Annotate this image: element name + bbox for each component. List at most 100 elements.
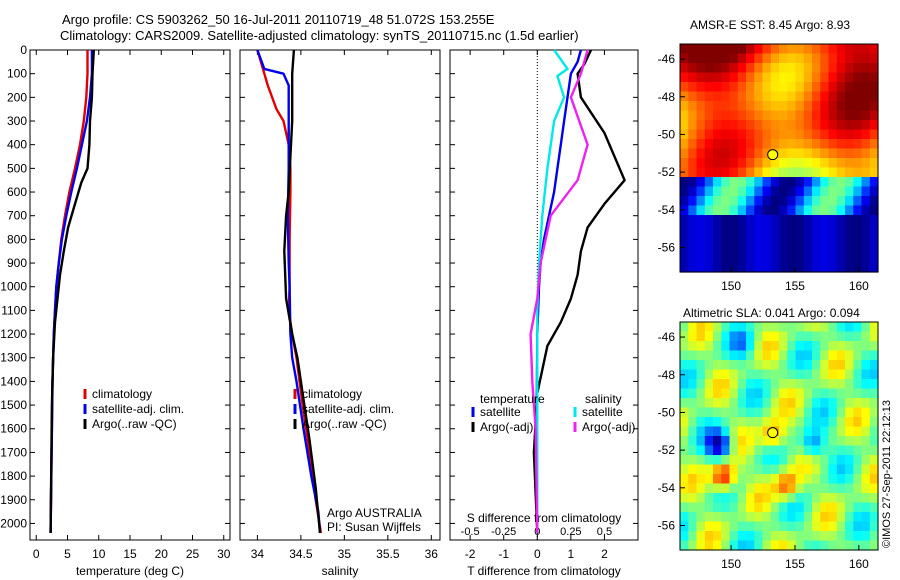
- sst-map-cell: [820, 177, 830, 188]
- sla-map-cell: [861, 540, 871, 551]
- sla-map-cell: [836, 445, 846, 456]
- sst-map-cell: [713, 129, 722, 140]
- sst-map-cell: [853, 101, 863, 112]
- sst-map-cell: [754, 53, 764, 64]
- sst-map-cell: [787, 253, 797, 264]
- sla-map-cell: [812, 407, 821, 418]
- sla-map-ytick-label: -52: [658, 443, 676, 457]
- sla-map-cell: [737, 531, 747, 542]
- sst-map-cell: [770, 224, 780, 235]
- sla-map-cell: [762, 531, 772, 542]
- sla-map-cell: [779, 502, 788, 513]
- sla-map-cell: [820, 502, 830, 513]
- sla-map-cell: [861, 521, 871, 532]
- sla-map-cell: [746, 455, 755, 466]
- sla-map-cell: [853, 474, 863, 485]
- sla-map-cell: [836, 512, 846, 523]
- sst-map-cell: [787, 44, 797, 55]
- salinity-series-0: [256, 49, 323, 534]
- sla-map-cell: [746, 350, 755, 361]
- sla-map-cell: [704, 474, 714, 485]
- sla-map-cell: [729, 360, 739, 371]
- temperature-legend-label: satellite-adj. clim.: [92, 402, 184, 416]
- sst-map-cell: [696, 129, 706, 140]
- sst-map-cell: [754, 44, 764, 55]
- temperature-xtick-label: 30: [217, 547, 231, 561]
- sla-map-cell: [803, 426, 813, 437]
- sst-map-cell: [762, 196, 772, 207]
- sla-map-cell: [853, 455, 863, 466]
- sst-map-cell: [721, 167, 731, 178]
- sla-map-cell: [754, 436, 764, 447]
- sst-map-cell: [795, 63, 805, 74]
- sst-map-cell: [803, 186, 813, 197]
- sst-map-cell: [754, 186, 764, 197]
- sst-map-cell: [795, 158, 805, 169]
- sla-map-cell: [845, 360, 854, 371]
- sst-map-cell: [754, 110, 764, 121]
- sla-map-cell: [704, 341, 714, 352]
- sla-map-cell: [803, 388, 813, 399]
- sst-map-cell: [836, 196, 846, 207]
- sla-map-cell: [853, 512, 863, 523]
- sla-map-cell: [737, 426, 747, 437]
- sla-map-cell: [803, 407, 813, 418]
- sla-map-cell: [828, 436, 838, 447]
- sla-map-cell: [713, 531, 722, 542]
- sla-map-cell: [713, 360, 722, 371]
- salinity-xtick-label: 35.5: [376, 547, 400, 561]
- sst-map-cell: [721, 196, 731, 207]
- sla-map-cell: [729, 531, 739, 542]
- depth-tick-label: 1200: [0, 327, 27, 341]
- sst-map-cell: [688, 148, 698, 159]
- sla-map-cell: [762, 331, 772, 342]
- sst-map-cell: [688, 205, 698, 216]
- sla-map-cell: [754, 331, 764, 342]
- sst-map-cell: [812, 177, 821, 188]
- sla-map-cell: [820, 398, 830, 409]
- sst-map-cell: [787, 72, 797, 83]
- sst-map-cell: [869, 234, 879, 245]
- sla-map-xtick-label: 160: [849, 557, 869, 571]
- sla-map-cell: [762, 512, 772, 523]
- sla-map-cell: [853, 445, 863, 456]
- sla-map-cell: [713, 483, 722, 494]
- sla-map-cell: [836, 322, 846, 333]
- sst-map-cell: [803, 196, 813, 207]
- sla-map-cell: [853, 369, 863, 380]
- sst-map-cell: [688, 158, 698, 169]
- sst-map-cell: [704, 215, 714, 226]
- sst-map-cell: [787, 101, 797, 112]
- sst-map-cell: [688, 53, 698, 64]
- sst-map-cell: [704, 110, 714, 121]
- sst-map-cell: [737, 53, 747, 64]
- sla-map-cell: [721, 341, 731, 352]
- sst-map-cell: [828, 53, 838, 64]
- sla-map-cell: [762, 388, 772, 399]
- sst-map-cell: [803, 53, 813, 64]
- sla-map-cell: [688, 322, 698, 333]
- sst-map-cell: [787, 110, 797, 121]
- sst-map-cell: [770, 110, 780, 121]
- sst-map-cell: [688, 110, 698, 121]
- sst-map-cell: [869, 253, 879, 264]
- sst-map-xtick-label: 160: [849, 279, 869, 293]
- sla-map-cell: [820, 474, 830, 485]
- sst-map-cell: [812, 120, 821, 131]
- sla-map-cell: [721, 455, 731, 466]
- sla-map-cell: [828, 360, 838, 371]
- sst-map-cell: [729, 224, 739, 235]
- sla-map-cell: [853, 331, 863, 342]
- salinity-x-label: salinity: [322, 564, 359, 578]
- sla-map-cell: [869, 436, 879, 447]
- sst-map-cell: [861, 253, 871, 264]
- sla-map-cell: [762, 502, 772, 513]
- sst-map-cell: [836, 139, 846, 150]
- salinity-xtick-label: 36: [425, 547, 439, 561]
- sst-map-cell: [721, 120, 731, 131]
- sla-map-cell: [729, 369, 739, 380]
- sla-map-cell: [680, 464, 689, 475]
- sst-map-cell: [820, 262, 830, 273]
- sst-map-cell: [762, 63, 772, 74]
